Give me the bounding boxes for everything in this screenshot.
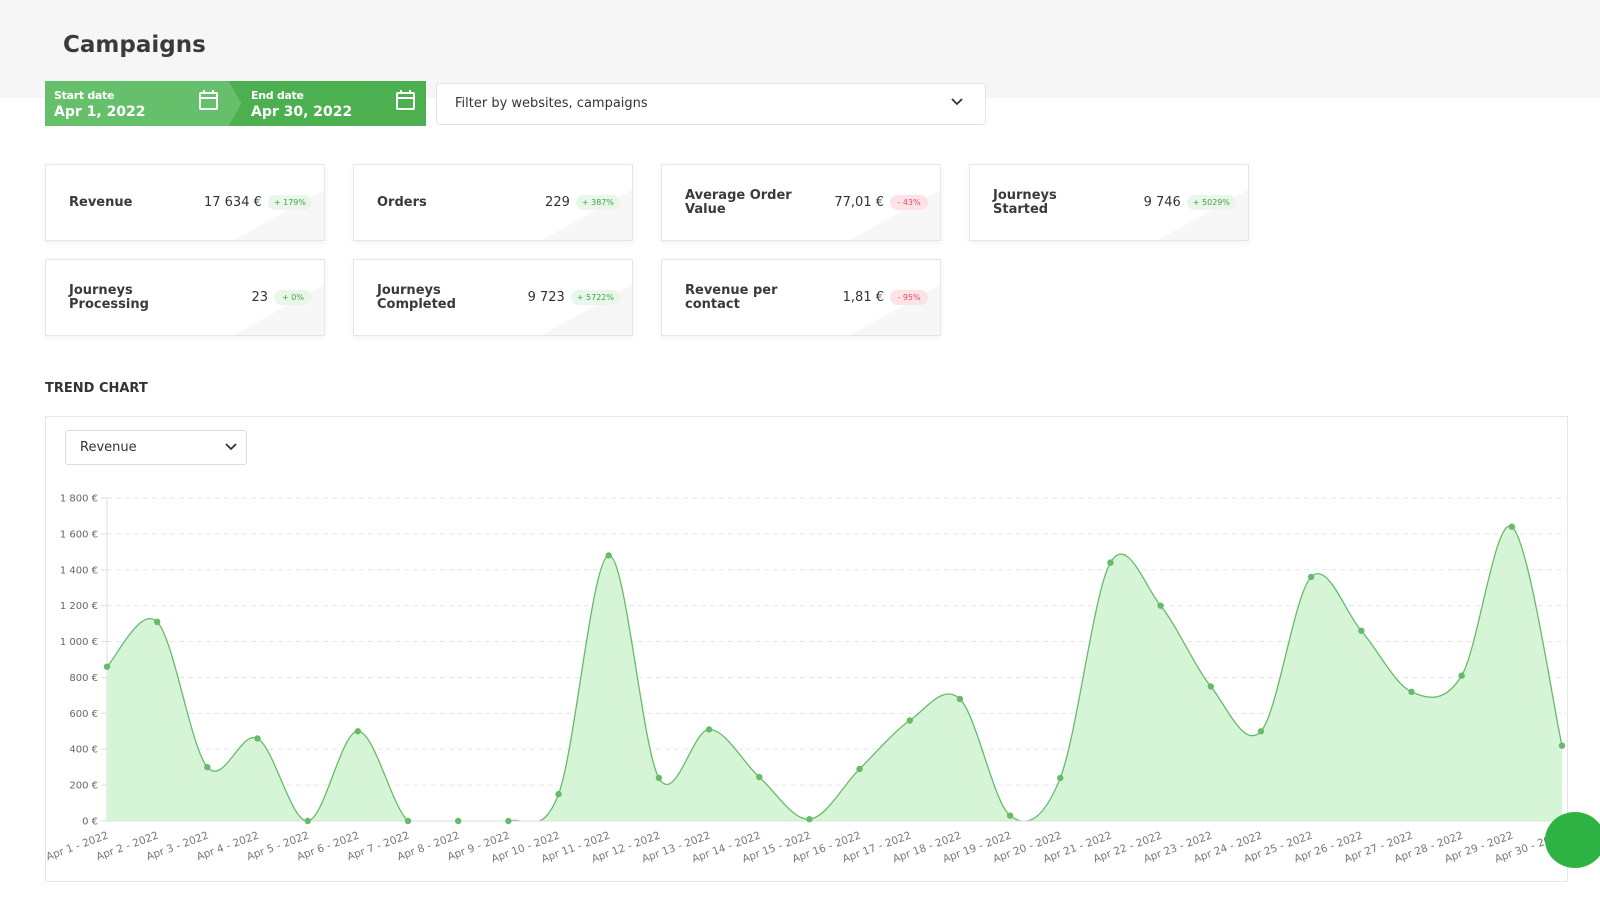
data-point [355,728,361,734]
data-point [1157,602,1163,608]
y-tick-label: 0 € [82,817,98,828]
data-point [1358,628,1364,634]
data-point [1208,683,1214,689]
data-point [405,818,411,824]
data-point [1258,728,1264,734]
data-point [1057,775,1063,781]
y-tick-label: 200 € [69,781,98,792]
data-point [1107,559,1113,565]
y-tick-label: 1 400 € [60,565,98,576]
metric-select-value: Revenue [80,440,137,455]
data-point [505,818,511,824]
data-point [706,726,712,732]
y-tick-label: 800 € [69,673,98,684]
data-point [756,774,762,780]
data-point [555,791,561,797]
data-point [154,619,160,625]
data-point [656,775,662,781]
data-point [204,764,210,770]
chevron-icon [225,443,237,451]
data-point [1509,524,1515,530]
data-point [856,766,862,772]
y-tick-label: 1 600 € [60,529,98,540]
data-point [606,552,612,558]
y-tick-label: 1 200 € [60,601,98,612]
y-tick-label: 1 800 € [60,494,98,505]
y-tick-label: 400 € [69,745,98,756]
chat-button[interactable] [1545,812,1600,868]
y-tick-label: 1 000 € [60,637,98,648]
data-point [957,696,963,702]
area-fill [107,526,1562,828]
y-tick-label: 600 € [69,709,98,720]
data-point [1007,812,1013,818]
data-point [455,818,461,824]
data-point [104,663,110,669]
data-point [254,735,260,741]
data-point [1458,672,1464,678]
data-point [806,816,812,822]
data-point [304,818,310,824]
data-point [1308,574,1314,580]
metric-select[interactable]: Revenue [65,430,247,465]
data-point [907,717,913,723]
data-point [1559,742,1565,748]
data-point [1408,689,1414,695]
